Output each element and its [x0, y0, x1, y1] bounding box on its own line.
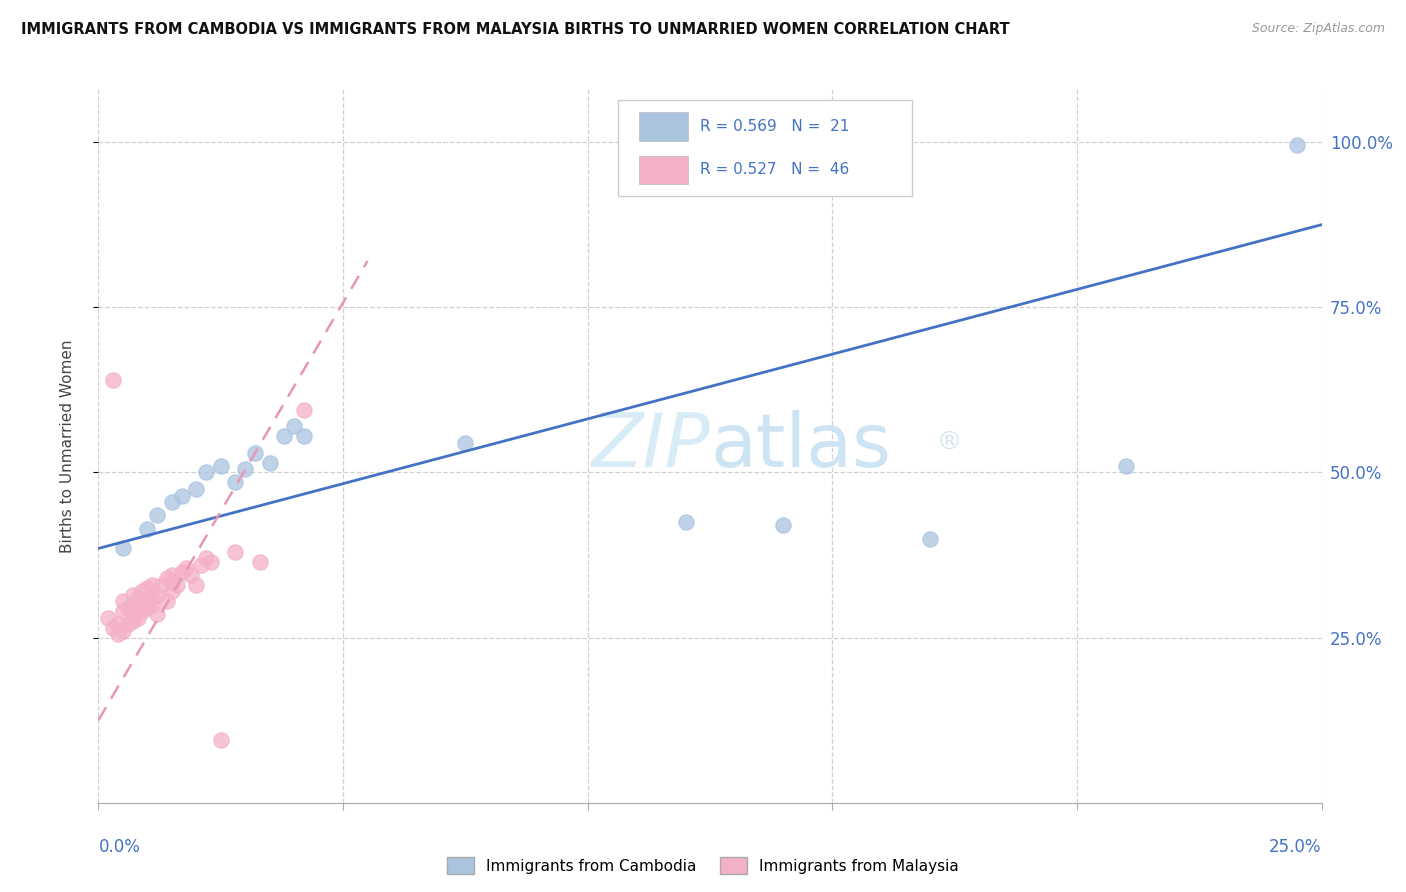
Point	[121, 614, 143, 628]
Point	[141, 591, 163, 605]
Point	[127, 591, 149, 605]
Text: Source: ZipAtlas.com: Source: ZipAtlas.com	[1251, 22, 1385, 36]
Point	[454, 435, 477, 450]
Point	[136, 594, 159, 608]
Point	[141, 598, 163, 612]
Point	[156, 571, 179, 585]
Point	[675, 515, 697, 529]
Point	[121, 588, 143, 602]
Point	[146, 588, 169, 602]
Point	[107, 627, 129, 641]
Point	[131, 584, 153, 599]
Point	[127, 611, 149, 625]
Point	[292, 402, 315, 417]
Point	[131, 604, 153, 618]
Point	[186, 578, 208, 592]
Point	[772, 518, 794, 533]
Point	[249, 555, 271, 569]
Point	[176, 561, 198, 575]
Point	[1286, 138, 1309, 153]
Point	[209, 733, 232, 747]
Point	[224, 475, 246, 490]
Text: ZIP: ZIP	[592, 410, 710, 482]
Y-axis label: Births to Unmarried Women: Births to Unmarried Women	[60, 339, 75, 553]
Point	[1115, 458, 1137, 473]
Text: R = 0.569   N =  21: R = 0.569 N = 21	[700, 119, 849, 134]
Point	[160, 574, 183, 589]
Point	[273, 429, 295, 443]
Point	[195, 551, 218, 566]
Bar	[640, 112, 688, 141]
Point	[111, 604, 134, 618]
Point	[117, 600, 139, 615]
Text: 0.0%: 0.0%	[98, 838, 141, 856]
Legend: Immigrants from Cambodia, Immigrants from Malaysia: Immigrants from Cambodia, Immigrants fro…	[440, 851, 966, 880]
Point	[292, 429, 315, 443]
Point	[121, 607, 143, 622]
Bar	[640, 155, 688, 184]
Point	[170, 489, 193, 503]
Point	[111, 624, 134, 638]
Point	[190, 558, 212, 572]
Text: 25.0%: 25.0%	[1270, 838, 1322, 856]
Point	[243, 445, 266, 459]
Point	[195, 466, 218, 480]
Point	[146, 607, 169, 622]
Point	[233, 462, 256, 476]
Point	[160, 567, 183, 582]
Point	[101, 373, 124, 387]
Text: atlas: atlas	[710, 409, 891, 483]
Point	[117, 617, 139, 632]
Point	[150, 578, 173, 592]
Point	[111, 541, 134, 556]
Point	[141, 578, 163, 592]
Text: R = 0.527   N =  46: R = 0.527 N = 46	[700, 162, 849, 178]
Point	[121, 598, 143, 612]
Point	[160, 584, 183, 599]
Point	[136, 522, 159, 536]
Point	[107, 617, 129, 632]
Point	[131, 598, 153, 612]
Point	[111, 594, 134, 608]
Point	[166, 578, 188, 592]
Point	[136, 600, 159, 615]
Point	[180, 567, 202, 582]
Text: IMMIGRANTS FROM CAMBODIA VS IMMIGRANTS FROM MALAYSIA BIRTHS TO UNMARRIED WOMEN C: IMMIGRANTS FROM CAMBODIA VS IMMIGRANTS F…	[21, 22, 1010, 37]
Point	[920, 532, 942, 546]
Point	[209, 458, 232, 473]
Point	[127, 600, 149, 615]
Point	[200, 555, 222, 569]
Point	[160, 495, 183, 509]
Point	[170, 565, 193, 579]
Point	[136, 581, 159, 595]
Point	[146, 508, 169, 523]
Point	[283, 419, 305, 434]
Point	[186, 482, 208, 496]
Point	[156, 594, 179, 608]
Point	[101, 621, 124, 635]
Point	[259, 456, 281, 470]
Point	[97, 611, 120, 625]
Point	[224, 545, 246, 559]
FancyBboxPatch shape	[619, 100, 912, 196]
Text: ®: ®	[936, 431, 962, 454]
